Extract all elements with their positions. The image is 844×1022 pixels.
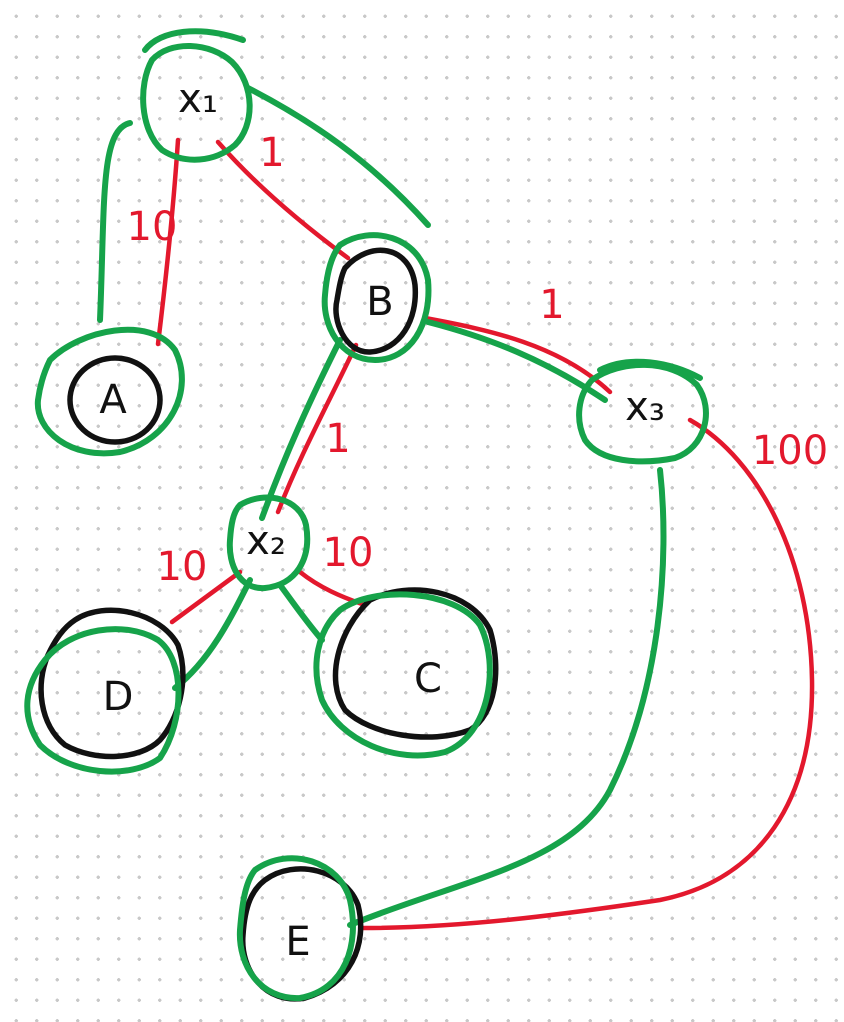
edge-b-x3 <box>422 315 613 395</box>
node-a-green-ring <box>34 326 185 457</box>
node-x3: x₃ <box>576 358 709 465</box>
node-x2: x₂ <box>226 494 311 592</box>
node-a: A <box>34 326 185 457</box>
node-c-green-ring <box>313 591 493 759</box>
node-x1-top-mark <box>142 28 246 53</box>
weight-b-x3: 1 <box>539 282 564 328</box>
edge-x3-e <box>359 417 815 931</box>
node-e-label: E <box>285 919 310 965</box>
node-b-label: B <box>366 279 393 325</box>
weight-x2-c: 10 <box>323 530 374 576</box>
node-d-label: D <box>103 674 134 720</box>
node-x1-label: x₁ <box>178 76 218 122</box>
node-x2-outline <box>226 494 311 592</box>
node-e-green-ring <box>236 855 356 1002</box>
tree-edge-b-x3 <box>425 319 608 403</box>
weight-x1-a: 10 <box>127 204 178 250</box>
tree-edge-x2-d <box>172 577 253 691</box>
edge-x2-d <box>169 569 243 625</box>
node-b-green-ring <box>321 232 432 363</box>
node-x1-outline <box>140 43 253 163</box>
tree-edges <box>97 85 667 928</box>
node-x3-label: x₃ <box>625 384 665 430</box>
edge-x1-a <box>155 137 181 347</box>
weight-x2-d: 10 <box>157 544 208 590</box>
node-d-green-ring <box>24 626 182 775</box>
weight-x3-e: 100 <box>752 428 828 474</box>
node-x3-top-mark <box>597 358 703 381</box>
tree-edge-x1-a <box>97 120 133 323</box>
tree-edge-x1-b <box>245 85 431 228</box>
node-x1: x₁ <box>140 28 253 163</box>
weight-x1-b: 1 <box>259 130 284 176</box>
tree-edge-x3-e <box>347 467 667 928</box>
node-a-label: A <box>99 377 127 423</box>
node-e: E <box>236 855 364 1002</box>
edge-x2-c <box>297 569 365 607</box>
node-b: B <box>321 232 432 363</box>
node-a-black-ring <box>67 355 163 445</box>
edge-b-x2 <box>275 342 359 515</box>
tree-edge-x2-c <box>277 582 325 643</box>
weight-b-x2: 1 <box>325 416 350 462</box>
node-c-label: C <box>414 656 442 702</box>
node-d: D <box>24 607 186 775</box>
weighted-edges <box>155 137 815 931</box>
edge-x1-b <box>215 139 351 261</box>
node-b-black-ring <box>333 247 419 355</box>
node-x2-label: x₂ <box>246 518 286 564</box>
node-c: C <box>313 587 499 759</box>
weight-labels: 10 1 1 100 1 10 10 <box>127 130 829 590</box>
